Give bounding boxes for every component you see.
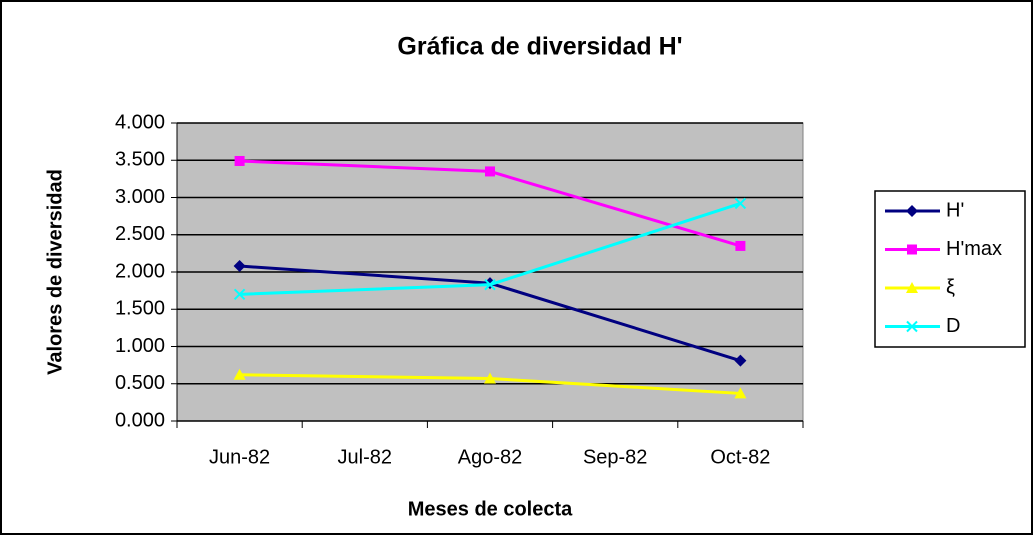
x-tick-label: Sep-82 (583, 446, 648, 468)
marker (485, 166, 495, 177)
legend-label: H' (946, 199, 964, 221)
marker (907, 244, 917, 255)
marker (906, 282, 918, 293)
x-axis-label: Meses de colecta (408, 498, 573, 520)
y-tick-label: 2.500 (115, 223, 165, 245)
marker (906, 320, 918, 333)
legend-box (874, 190, 1026, 348)
y-tick-label: 1.500 (115, 298, 165, 320)
y-tick-label: 1.000 (115, 335, 165, 357)
y-tick-label: 2.000 (115, 260, 165, 282)
y-tick-label: 4.000 (115, 111, 165, 133)
y-axis-label: Valores de diversidad (44, 169, 66, 375)
marker (906, 205, 918, 217)
legend-label: D (946, 315, 960, 337)
marker (233, 288, 246, 301)
marker (734, 387, 747, 399)
y-tick-label: 0.000 (115, 409, 165, 431)
x-tick-label: Oct-82 (710, 446, 770, 468)
marker (233, 260, 246, 273)
y-tick-label: 3.500 (115, 149, 165, 171)
marker (735, 240, 746, 251)
y-tick-label: 3.000 (115, 186, 165, 208)
x-tick-label: Jun-82 (209, 446, 270, 468)
legend-label: ξ (946, 276, 955, 298)
chart-title: Gráfica de diversidad H' (397, 33, 682, 61)
marker (484, 372, 496, 384)
marker (484, 278, 496, 291)
marker (234, 155, 245, 166)
marker (734, 354, 747, 367)
y-tick-label: 0.500 (115, 372, 165, 394)
x-tick-label: Jul-82 (338, 446, 392, 468)
marker (734, 197, 747, 210)
x-tick-label: Ago-82 (458, 446, 523, 468)
marker (233, 368, 246, 380)
legend-label: H'max (946, 238, 1002, 260)
